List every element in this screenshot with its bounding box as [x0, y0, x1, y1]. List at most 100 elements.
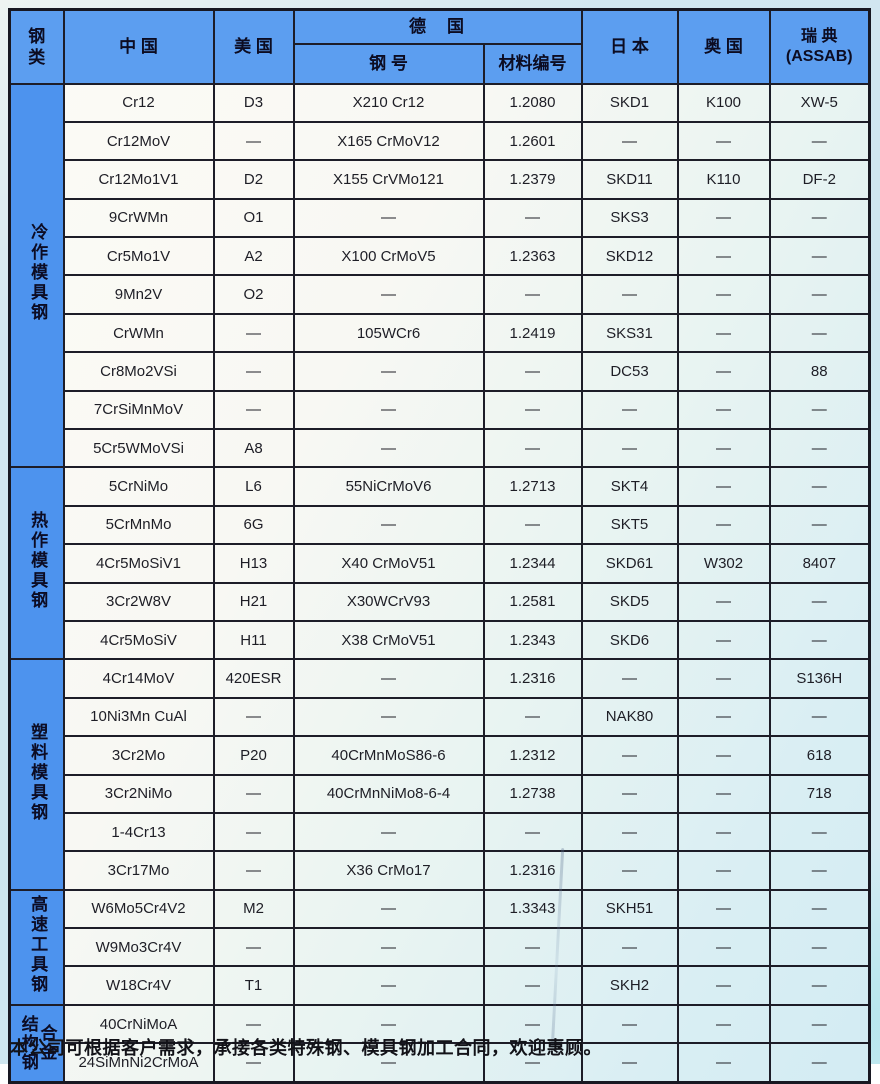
table-cell: —: [676, 735, 771, 776]
table-cell: 1.2316: [482, 850, 583, 891]
table-cell: H13: [212, 543, 295, 584]
table-cell: —: [212, 312, 295, 354]
table-cell: X100 CrMoV5: [292, 236, 485, 277]
table-cell: —: [768, 389, 871, 431]
table-cell: 40CrMnMoS86-6: [292, 735, 485, 776]
table-cell: S136H: [768, 658, 871, 699]
table-cell: —: [768, 312, 871, 354]
table-cell: X38 CrMoV51: [292, 619, 485, 661]
table-cell: —: [676, 466, 771, 507]
table-cell: —: [676, 274, 771, 315]
table-cell: 40CrMnNiMo8-6-4: [292, 773, 485, 814]
table-cell: —: [676, 197, 771, 239]
table-cell: —: [482, 428, 583, 469]
table-cell: X165 CrMoV12: [292, 120, 485, 162]
table-cell: 6G: [212, 504, 295, 546]
category-label: 高速工具钢: [8, 888, 65, 1006]
table-cell: —: [768, 811, 871, 853]
header-china: 中 国: [62, 8, 215, 85]
table-cell: —: [292, 274, 485, 315]
table-row: 3Cr17Mo — X36 CrMo17 1.2316— — —: [10, 850, 871, 891]
table-cell: —: [580, 927, 679, 968]
table-cell: —: [676, 850, 771, 891]
header-germany-grade: 钢 号: [292, 42, 485, 85]
table-cell: Cr8Mo2VSi: [62, 351, 215, 392]
table-cell: 718: [768, 773, 871, 814]
table-row: 4Cr5MoSiV1 H13 X40 CrMoV51 1.2344 SKD61 W302 8…: [10, 543, 871, 584]
table-cell: —: [676, 389, 771, 431]
table-cell: SKD6: [580, 619, 679, 661]
table-cell: —: [676, 696, 771, 738]
table-cell: X30WCrV93: [292, 581, 485, 622]
table-cell: —: [676, 1003, 771, 1045]
table-cell: —: [292, 927, 485, 968]
table-cell: 420ESR: [212, 658, 295, 699]
table-cell: —: [482, 1003, 583, 1045]
table-cell: SKS3: [580, 197, 679, 239]
table-cell: W6Mo5Cr4V2: [62, 888, 215, 930]
table-cell: 1.2713: [482, 466, 583, 507]
table-cell: —: [580, 773, 679, 814]
header-germany: 德 国: [292, 8, 583, 45]
table-cell: —: [212, 850, 295, 891]
table-row: 塑料模具钢 4Cr14MoV 420ESR —1.2316— — S136H: [8, 658, 871, 891]
table-cell: T1: [212, 965, 295, 1006]
table-cell: —: [580, 1003, 679, 1045]
table-cell: —: [580, 811, 679, 853]
table-cell: 10Ni3Mn CuAl: [62, 696, 215, 738]
table-cell: XW-5: [768, 82, 871, 123]
table-row: Cr8Mo2VSi — — — DC53—88: [10, 351, 871, 392]
table-cell: —: [768, 850, 871, 891]
table-cell: —: [212, 927, 295, 968]
table-cell: 5CrMnMo: [62, 504, 215, 546]
table-cell: 3Cr2W8V: [62, 581, 215, 622]
table-cell: —: [676, 312, 771, 354]
table-cell: 3Cr2NiMo: [62, 773, 215, 814]
table-row: Cr5Mo1V A2 X100 CrMoV5 1.2363 SKD12— —: [10, 236, 871, 277]
table-cell: —: [768, 888, 871, 930]
table-cell: 3Cr2Mo: [62, 735, 215, 776]
table-cell: CrWMn: [62, 312, 215, 354]
table-cell: SKD11: [580, 159, 679, 200]
table-cell: —: [580, 850, 679, 891]
table-cell: —: [482, 504, 583, 546]
table-cell: 40CrNiMoA: [62, 1003, 215, 1045]
table-cell: DF-2: [768, 159, 871, 200]
table-cell: —: [676, 236, 771, 277]
table-cell: —: [676, 773, 771, 814]
table-cell: 9CrWMn: [62, 197, 215, 239]
table-body: 冷作模具钢 Cr12 D3 X210 Cr12 1.2080 SKD1 K100 XW-5 Cr…: [8, 82, 871, 1084]
table-cell: —: [768, 428, 871, 469]
table-cell: 4Cr5MoSiV: [62, 619, 215, 661]
table-cell: Cr5Mo1V: [62, 236, 215, 277]
table-cell: 105WCr6: [292, 312, 485, 354]
table-cell: 7CrSiMnMoV: [62, 389, 215, 431]
footer-note: 本公司可根据客户需求，承接各类特殊钢、模具钢加工合同，欢迎惠顾。: [10, 1038, 602, 1058]
table-cell: —: [676, 619, 771, 661]
table-cell: —: [676, 428, 771, 469]
table-cell: W302: [676, 543, 771, 584]
table-cell: X36 CrMo17: [292, 850, 485, 891]
table-cell: —: [580, 120, 679, 162]
table-cell: A2: [212, 236, 295, 277]
table-cell: —: [212, 120, 295, 162]
table-cell: —: [292, 658, 485, 699]
table-cell: 1.2601: [482, 120, 583, 162]
table-cell: Cr12Mo1V1: [62, 159, 215, 200]
table-cell: 9Mn2V: [62, 274, 215, 315]
table-cell: SKD1: [580, 82, 679, 123]
table-cell: —: [482, 965, 583, 1006]
table-cell: D3: [212, 82, 295, 123]
table-cell: —: [482, 351, 583, 392]
table-cell: —: [482, 197, 583, 239]
table-cell: SKD12: [580, 236, 679, 277]
table-row: 9CrWMn O1— — SKS3— —: [10, 197, 871, 239]
category-label-part: 结构钢: [18, 1014, 38, 1072]
table-cell: —: [768, 696, 871, 738]
table-header: 钢 类 中 国 美 国 德 国 日 本 奥 国 瑞 典 (ASSAB) 钢 号 …: [8, 8, 871, 85]
table-cell: 8407: [768, 543, 871, 584]
table-cell: —: [292, 428, 485, 469]
table-cell: —: [676, 811, 771, 853]
table-cell: —: [580, 735, 679, 776]
table-row: 10Ni3Mn CuAl — — — NAK80— —: [10, 696, 871, 738]
